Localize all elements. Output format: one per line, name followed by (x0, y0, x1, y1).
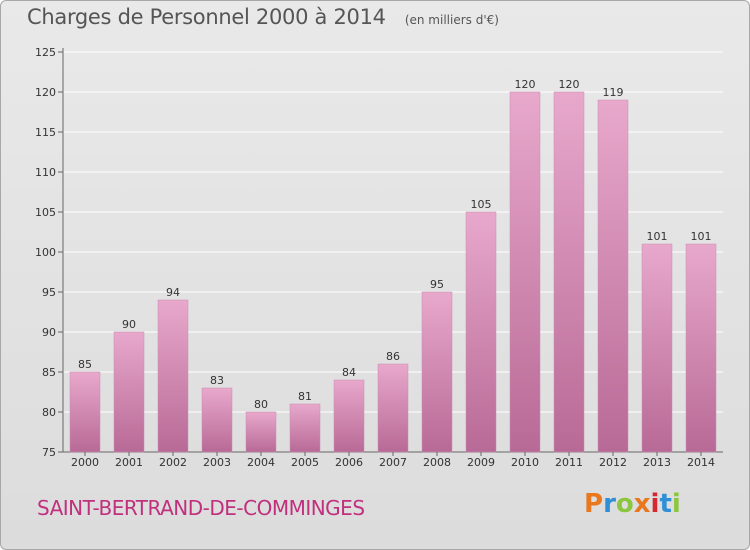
y-tick-label: 80 (42, 406, 56, 419)
x-tick-label-2002: 2002 (159, 456, 187, 469)
logo-letter: o (615, 489, 634, 519)
data-label-2011: 120 (559, 78, 580, 91)
x-tick-label-2005: 2005 (291, 456, 319, 469)
x-tick-label-2006: 2006 (335, 456, 363, 469)
bar-2013 (641, 243, 673, 453)
bar-2005 (289, 403, 321, 453)
logo-letter: i (671, 489, 681, 519)
data-label-2008: 95 (430, 278, 444, 291)
data-label-2006: 84 (342, 366, 356, 379)
data-label-2000: 85 (78, 358, 92, 371)
logo-letter: r (603, 489, 616, 519)
y-tick-label: 105 (35, 206, 56, 219)
y-tick-label: 110 (35, 166, 56, 179)
bar-2010 (509, 91, 541, 453)
y-tick-label: 125 (35, 46, 56, 59)
y-tick-label: 85 (42, 366, 56, 379)
data-label-2003: 83 (210, 374, 224, 387)
data-label-2012: 119 (603, 86, 624, 99)
x-tick-label-2009: 2009 (467, 456, 495, 469)
x-tick-label-2008: 2008 (423, 456, 451, 469)
y-tick-label: 90 (42, 326, 56, 339)
chart-title: Charges de Personnel 2000 à 2014 (27, 5, 386, 29)
bar-2012 (597, 99, 629, 453)
y-tick-label: 120 (35, 86, 56, 99)
bar-2001 (113, 331, 145, 453)
x-tick-label-2010: 2010 (511, 456, 539, 469)
bar-2003 (201, 387, 233, 453)
logo-letter: x (633, 489, 651, 519)
bar-2007 (377, 363, 409, 453)
x-tick-label-2014: 2014 (687, 456, 715, 469)
data-label-2013: 101 (647, 230, 668, 243)
x-tick-label-2003: 2003 (203, 456, 231, 469)
x-tick-label-2012: 2012 (599, 456, 627, 469)
bar-2006 (333, 379, 365, 453)
y-tick-label: 95 (42, 286, 56, 299)
logo-letter: i (650, 489, 660, 519)
logo-letter: t (659, 489, 672, 519)
proxiti-logo[interactable]: Proxiti (584, 489, 681, 519)
bar-2008 (421, 291, 453, 453)
x-tick-label-2000: 2000 (71, 456, 99, 469)
x-tick-label-2004: 2004 (247, 456, 275, 469)
data-label-2014: 101 (691, 230, 712, 243)
data-label-2010: 120 (515, 78, 536, 91)
bar-2011 (553, 91, 585, 453)
bar-2009 (465, 211, 497, 453)
title-row: Charges de Personnel 2000 à 2014 (en mil… (27, 5, 499, 29)
data-label-2009: 105 (471, 198, 492, 211)
data-label-2007: 86 (386, 350, 400, 363)
data-label-2001: 90 (122, 318, 136, 331)
chart-subtitle: (en milliers d'€) (404, 13, 499, 27)
x-tick-label-2007: 2007 (379, 456, 407, 469)
logo-letter: P (584, 489, 604, 519)
y-tick-label: 100 (35, 246, 56, 259)
data-label-2005: 81 (298, 390, 312, 403)
data-label-2004: 80 (254, 398, 268, 411)
commune-name: SAINT-BERTRAND-DE-COMMINGES (37, 496, 365, 520)
x-tick-label-2011: 2011 (555, 456, 583, 469)
bar-2000 (69, 371, 101, 453)
x-tick-label-2013: 2013 (643, 456, 671, 469)
bar-2002 (157, 299, 189, 453)
bar-2014 (685, 243, 717, 453)
bar-2004 (245, 411, 277, 453)
x-tick-label-2001: 2001 (115, 456, 143, 469)
y-tick-label: 75 (42, 446, 56, 459)
y-tick-label: 115 (35, 126, 56, 139)
data-label-2002: 94 (166, 286, 180, 299)
